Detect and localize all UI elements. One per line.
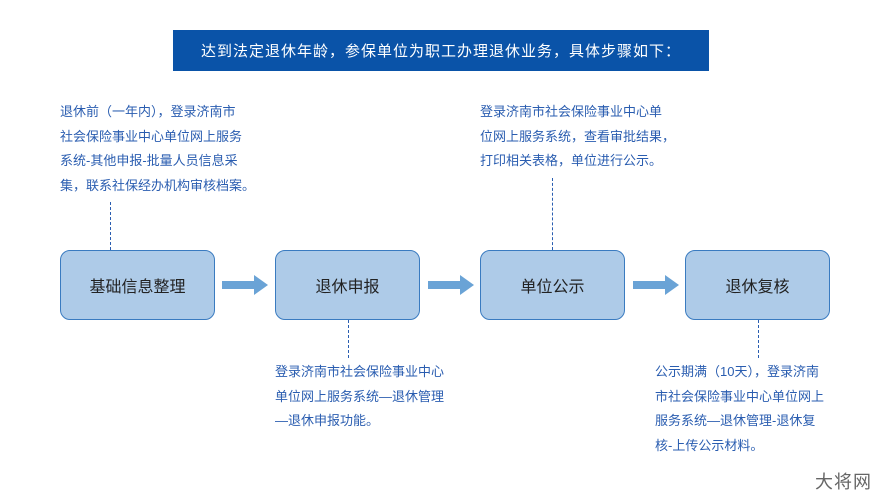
title-text: 达到法定退休年龄，参保单位为职工办理退休业务，具体步骤如下： bbox=[201, 43, 681, 60]
step-label: 单位公示 bbox=[520, 273, 584, 297]
step-desc-4: 公示期满（10天），登录济南 市社会保险事业中心单位网上 服务系统—退休管理-退… bbox=[655, 360, 855, 459]
step-box-3: 单位公示 bbox=[480, 250, 625, 320]
dash-connector-3 bbox=[552, 178, 553, 250]
step-label: 退休申报 bbox=[315, 273, 379, 297]
title-bar: 达到法定退休年龄，参保单位为职工办理退休业务，具体步骤如下： bbox=[173, 30, 709, 71]
dash-connector-2 bbox=[348, 320, 349, 358]
flow-arrow-1 bbox=[222, 278, 268, 292]
step-label: 基础信息整理 bbox=[89, 273, 185, 297]
step-box-2: 退休申报 bbox=[275, 250, 420, 320]
step-desc-2: 登录济南市社会保险事业中心 单位网上服务系统—退休管理 —退休申报功能。 bbox=[275, 360, 475, 434]
step-box-4: 退休复核 bbox=[685, 250, 830, 320]
step-desc-3: 登录济南市社会保险事业中心单 位网上服务系统，查看审批结果， 打印相关表格，单位… bbox=[480, 100, 700, 174]
dash-connector-1 bbox=[110, 202, 111, 250]
step-box-1: 基础信息整理 bbox=[60, 250, 215, 320]
flow-arrow-3 bbox=[633, 278, 679, 292]
flow-arrow-2 bbox=[428, 278, 474, 292]
step-desc-1: 退休前（一年内），登录济南市 社会保险事业中心单位网上服务 系统-其他申报-批量… bbox=[60, 100, 270, 199]
dash-connector-4 bbox=[758, 320, 759, 358]
watermark: 大将网 bbox=[815, 468, 872, 494]
step-label: 退休复核 bbox=[725, 273, 789, 297]
